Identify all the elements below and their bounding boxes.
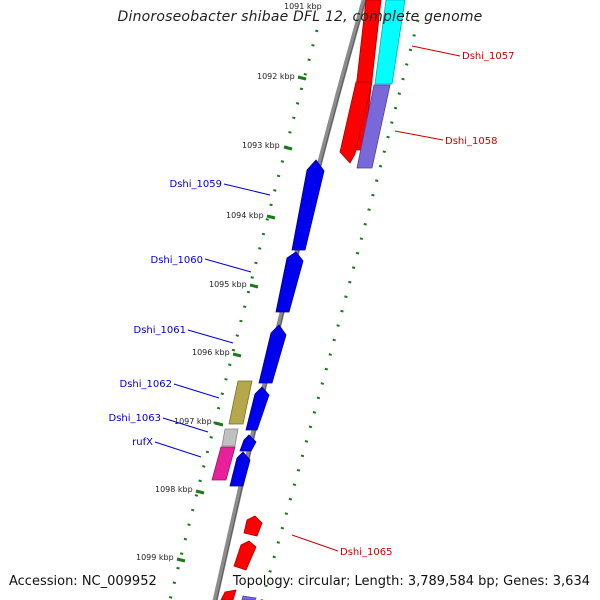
gene-arrow-dshi-1060[interactable] xyxy=(275,251,304,313)
gene-arrow-dshi-1062[interactable] xyxy=(245,386,270,431)
scale-label-1098: 1098 kbp xyxy=(155,485,193,494)
gene-arrow-bottom-purple[interactable] xyxy=(241,595,257,600)
gene-arrow-dshi-1058[interactable] xyxy=(339,81,373,164)
gene-arrow-dshi-1065-b[interactable] xyxy=(233,540,257,571)
gene-label-dshi-1060[interactable]: Dshi_1060 xyxy=(151,255,203,266)
label-leaders xyxy=(154,45,461,552)
scale-label-1096: 1096 kbp xyxy=(192,348,230,357)
scale-label-1099: 1099 kbp xyxy=(136,553,174,562)
scale-label-1095: 1095 kbp xyxy=(209,280,247,289)
outer-tick-ring xyxy=(260,19,420,600)
gene-arrow-dshi-1065-a[interactable] xyxy=(243,515,263,537)
inner-tick-ring xyxy=(168,29,319,600)
gene-arrow-bottom-red[interactable] xyxy=(220,589,237,600)
gray-feature-1063[interactable] xyxy=(221,428,239,447)
gene-label-dshi-1061[interactable]: Dshi_1061 xyxy=(134,325,186,336)
gene-label-dshi-1059[interactable]: Dshi_1059 xyxy=(170,179,222,190)
genome-summary: Topology: circular; Length: 3,789,584 bp… xyxy=(232,574,590,589)
gene-arrow-dshi-1063[interactable] xyxy=(239,434,257,452)
major-ticks xyxy=(176,75,307,563)
gene-arrow-dshi-1059[interactable] xyxy=(291,159,325,251)
cyan-feature-1057[interactable] xyxy=(374,0,406,85)
scale-label-1091: 1091 kbp xyxy=(284,2,322,11)
gene-label-dshi-1065[interactable]: Dshi_1065 xyxy=(340,547,392,558)
reverse-strand-features xyxy=(211,159,325,487)
map-title: Dinoroseobacter shibae DFL 12, complete … xyxy=(117,9,483,25)
gene-label-dshi-1062[interactable]: Dshi_1062 xyxy=(120,379,172,390)
scale-label-1092: 1092 kbp xyxy=(257,72,295,81)
olive-feature-1062[interactable] xyxy=(228,380,253,425)
gene-label-rufx[interactable]: rufX xyxy=(132,437,153,448)
gene-label-dshi-1058[interactable]: Dshi_1058 xyxy=(445,136,497,147)
forward-strand-features xyxy=(220,0,406,600)
scale-label-1097: 1097 kbp xyxy=(174,417,212,426)
gene-arrow-rufx[interactable] xyxy=(229,451,251,487)
scale-label-1093: 1093 kbp xyxy=(242,141,280,150)
magenta-feature-rufx[interactable] xyxy=(211,446,236,481)
scale-label-1094: 1094 kbp xyxy=(226,211,264,220)
gene-arrow-dshi-1061[interactable] xyxy=(258,324,287,384)
purple-feature-1058[interactable] xyxy=(356,84,391,169)
accession-label: Accession: NC_009952 xyxy=(9,574,157,589)
gene-label-dshi-1057[interactable]: Dshi_1057 xyxy=(462,51,514,62)
gene-label-dshi-1063[interactable]: Dshi_1063 xyxy=(109,413,161,424)
